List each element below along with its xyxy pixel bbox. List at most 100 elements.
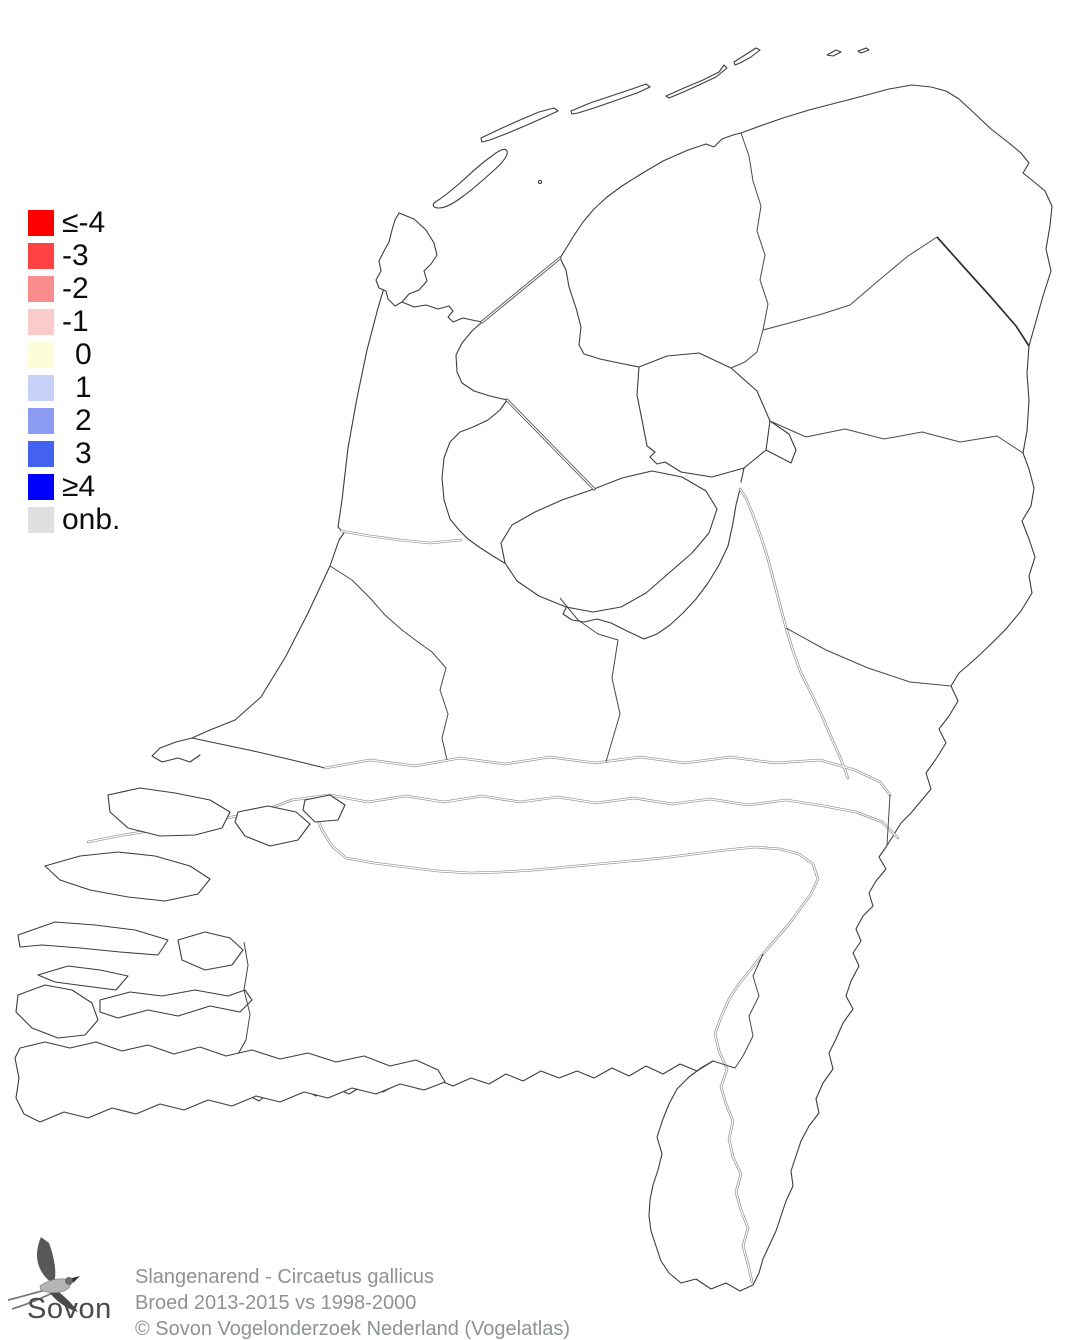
river-ijssel-core — [739, 488, 849, 779]
swallow-icon — [7, 1237, 80, 1312]
coast-groningen-german-border — [740, 84, 1053, 454]
border-groningen-drenthe-east — [936, 236, 1030, 347]
flevoland — [500, 470, 718, 613]
legend: ≤-4 -3 -2 -1 0 1 2 3 — [28, 206, 120, 536]
legend-label: ≥4 — [62, 469, 96, 503]
legend-swatch — [28, 440, 54, 467]
island-dordrecht — [302, 794, 346, 823]
delta-islands — [14, 787, 446, 1123]
coast-wieringen — [401, 301, 483, 323]
sovon-logo — [7, 1237, 80, 1312]
island-walcheren — [15, 984, 99, 1039]
coast-den-helder-head — [375, 212, 438, 307]
border-groningen-drenthe-west — [762, 236, 938, 331]
flevoland-polders — [500, 352, 797, 613]
legend-swatch — [28, 308, 54, 335]
legend-label: 1 — [75, 370, 92, 404]
legend-swatch — [28, 209, 54, 236]
legend-row: -2 — [28, 272, 120, 305]
border-overijssel-gelderland — [785, 627, 952, 687]
swallow-head — [65, 1277, 73, 1285]
border-belgium-limburg — [648, 1060, 754, 1292]
border-noordholland-zuidholland — [329, 565, 433, 653]
province-borders — [243, 132, 1030, 1069]
legend-row: -3 — [28, 239, 120, 272]
island-noord-beveland — [37, 965, 129, 991]
river-lek-core — [324, 756, 891, 796]
coast-friesland-west — [559, 257, 640, 368]
river-waal-core — [291, 794, 899, 839]
legend-row: onb. — [28, 503, 120, 536]
legend-label: ≤-4 — [62, 205, 106, 239]
zwarte-meer — [765, 420, 797, 464]
houtribdijk-core — [506, 399, 595, 490]
island-tholen — [177, 931, 244, 971]
island-terschelling — [570, 83, 651, 115]
swallow-body — [39, 1278, 71, 1294]
island-schiermonnikoog — [733, 47, 761, 66]
river-maas-core — [315, 814, 819, 1283]
legend-label: onb. — [62, 502, 121, 536]
legend-label: 2 — [75, 403, 92, 437]
swallow-lower-wing — [50, 1288, 78, 1312]
legend-row: 3 — [28, 437, 120, 470]
legend-row: ≤-4 — [28, 206, 120, 239]
ijsselmeer-dikes — [480, 256, 596, 491]
caption-period: Broed 2013-2015 vs 1998-2000 — [135, 1292, 417, 1314]
legend-row: -1 — [28, 305, 120, 338]
caption-species: Slangenarend - Circaetus gallicus — [135, 1266, 435, 1288]
swallow-upper-wing — [37, 1237, 56, 1284]
ketelmeer-link — [740, 467, 745, 483]
legend-label: -2 — [62, 271, 89, 305]
border-germany-gelderland-limburg — [752, 846, 887, 1286]
map-caption: Slangenarend - Circaetus gallicus Broed … — [135, 1264, 570, 1340]
islet-griend — [537, 179, 543, 185]
legend-label: 0 — [75, 337, 92, 371]
sovon-logo-text: Sovon — [27, 1293, 112, 1325]
legend-swatch — [28, 407, 54, 434]
border-germany-twente — [885, 452, 1036, 848]
island-voorne-putten — [107, 787, 231, 837]
river-maas — [314, 813, 820, 1284]
legend-swatch — [28, 374, 54, 401]
legend-swatch — [28, 242, 54, 269]
island-ameland — [665, 64, 728, 99]
noordzeekanaal-core — [340, 530, 462, 544]
legend-row: 1 — [28, 371, 120, 404]
swallow-beak — [72, 1276, 80, 1283]
river-lek-nederrijn — [323, 755, 892, 797]
wadden-islands — [432, 47, 870, 209]
noordoostpolder — [636, 352, 771, 478]
border-rhine-entry — [886, 794, 891, 846]
island-goeree-overflakkee — [44, 851, 211, 902]
island-hoeksche-waard — [234, 805, 311, 847]
border-friesland-groningen — [730, 132, 769, 369]
legend-label: 3 — [75, 436, 92, 470]
legend-row: 0 — [28, 338, 120, 371]
legend-swatch — [28, 473, 54, 500]
island-zuid-beveland — [99, 989, 253, 1019]
coast-friesland-north — [559, 132, 742, 259]
caption-copyright: © Sovon Vogelonderzoek Nederland (Vogela… — [135, 1318, 571, 1340]
legend-swatch — [28, 506, 54, 533]
coast-nieuwe-waterweg — [191, 737, 326, 769]
island-rottum-east — [857, 47, 870, 54]
island-vlieland — [480, 107, 559, 143]
river-waal-merwede — [290, 793, 900, 840]
legend-label: -3 — [62, 238, 89, 272]
legend-row: ≥4 — [28, 470, 120, 503]
coast-north-sea — [191, 212, 404, 739]
legend-swatch — [28, 341, 54, 368]
border-utrecht-west — [431, 651, 449, 761]
legend-swatch — [28, 275, 54, 302]
island-schouwen-duiveland — [17, 921, 169, 956]
afsluitdijk-core — [481, 257, 561, 323]
zeeuws-vlaanderen — [14, 1041, 446, 1123]
border-drenthe-overijssel — [769, 420, 1024, 454]
border-brabant-limburg — [712, 953, 764, 1069]
coast-ijsselmeer-west-and-randmeren — [441, 321, 741, 640]
rivers — [86, 487, 900, 1284]
border-utrecht-north — [559, 597, 619, 641]
